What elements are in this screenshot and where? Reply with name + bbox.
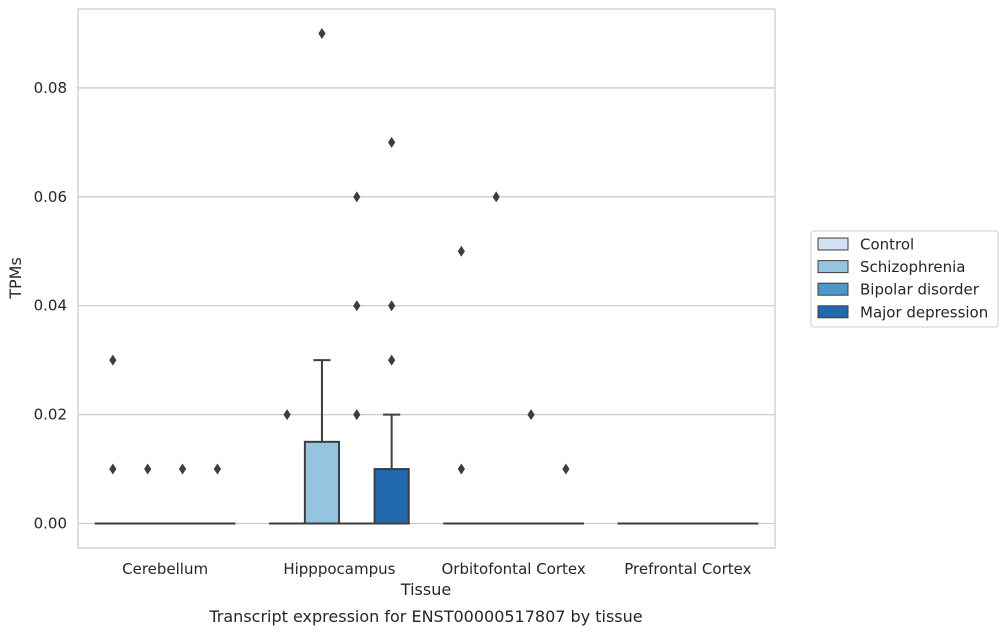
- box-group: [303, 28, 341, 525]
- legend-swatch: [817, 237, 849, 251]
- outlier-point: [283, 409, 291, 421]
- x-tick-label: Orbitofontal Cortex: [442, 560, 586, 578]
- box-group: [199, 463, 236, 525]
- boxes: [94, 28, 759, 525]
- box-group: [94, 354, 131, 525]
- y-tick-labels: 0.00 0.02 0.04 0.06 0.08: [34, 79, 67, 533]
- outlier-point: [353, 300, 361, 312]
- box: [303, 440, 341, 525]
- outlier-point: [388, 354, 396, 366]
- outlier-point: [388, 136, 396, 148]
- legend-swatch: [817, 305, 849, 319]
- box-group: [373, 136, 410, 525]
- chart-title: Transcript expression for ENST0000051780…: [208, 607, 642, 626]
- outlier-point: [492, 191, 500, 203]
- y-tick-label: 0.06: [34, 188, 67, 206]
- outlier-point: [388, 300, 396, 312]
- box-group: [547, 463, 584, 525]
- legend-frame: [810, 230, 999, 328]
- box-group: [129, 463, 166, 525]
- x-tick-labels: Cerebellum Hipppocampus Orbitofontal Corte…: [122, 560, 751, 578]
- box: [373, 468, 410, 525]
- legend-label: Major depression: [860, 303, 988, 321]
- legend-swatch: [817, 260, 849, 274]
- x-tick-label: Prefrontal Cortex: [624, 560, 751, 578]
- y-tick-label: 0.00: [34, 515, 67, 533]
- outlier-point: [457, 463, 465, 475]
- outlier-point: [178, 463, 187, 475]
- y-tick-label: 0.04: [34, 297, 67, 315]
- y-tick-label: 0.02: [34, 406, 67, 424]
- outlier-point: [109, 354, 117, 366]
- legend-label: Schizophrenia: [860, 258, 965, 276]
- outlier-point: [109, 463, 117, 475]
- legend-label: Control: [860, 236, 914, 254]
- x-axis-title: Tissue: [400, 580, 451, 599]
- legend: Control Schizophrenia Bipolar disorder Majo…: [810, 230, 999, 328]
- y-axis-title: TPMs: [6, 257, 25, 300]
- x-tick-label: Cerebellum: [122, 560, 208, 578]
- outlier-point: [353, 191, 361, 203]
- outlier-point: [527, 409, 535, 421]
- outlier-point: [457, 245, 465, 257]
- x-tick-label: Hipppocampus: [283, 560, 395, 578]
- outlier-point: [318, 28, 326, 39]
- y-tick-label: 0.08: [34, 79, 67, 97]
- outlier-point: [144, 463, 152, 475]
- outlier-point: [353, 409, 361, 421]
- plot-frame: [77, 8, 776, 549]
- legend-label: Bipolar disorder: [860, 281, 980, 299]
- outlier-point: [213, 463, 221, 475]
- outlier-point: [562, 463, 570, 475]
- legend-swatch: [817, 282, 849, 296]
